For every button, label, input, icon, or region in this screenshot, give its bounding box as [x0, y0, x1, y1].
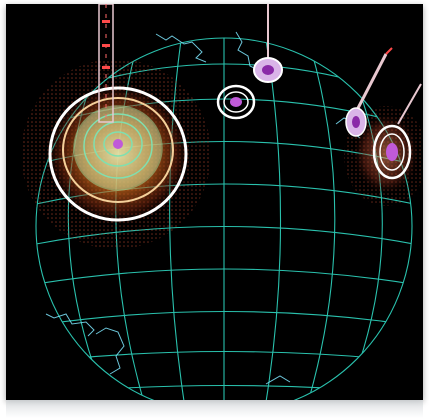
- coastline-outline: [45, 31, 361, 385]
- data-spike-marker-top: [253, 4, 283, 83]
- frame-reflection: [6, 400, 423, 418]
- hotspot-marker-large: [21, 4, 211, 249]
- hotspot-marker-right: [344, 83, 423, 206]
- concentric-ring-marker-center: [216, 84, 256, 120]
- globe-canvas: [21, 4, 423, 400]
- data-spike-marker-right: [345, 47, 393, 137]
- globe-visualization-frame: [6, 4, 423, 400]
